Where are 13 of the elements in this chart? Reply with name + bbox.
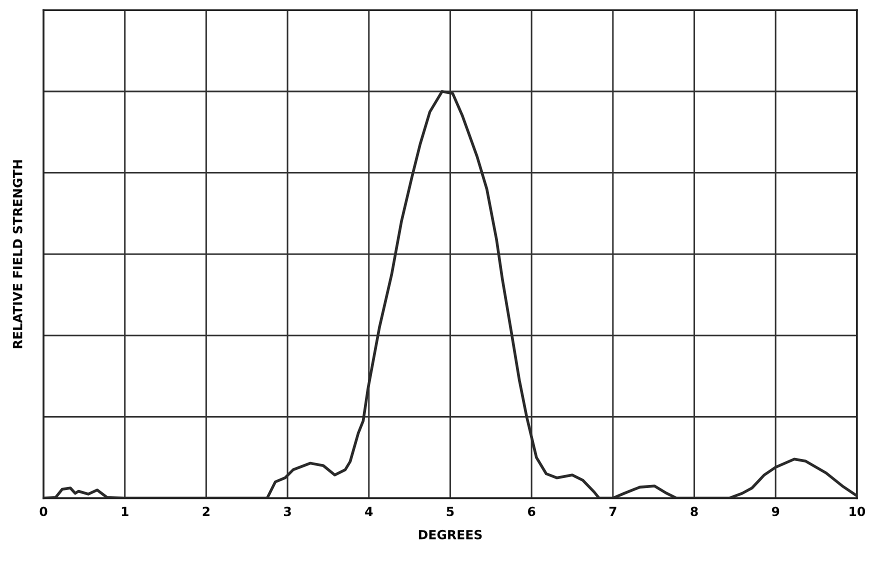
x-tick-label: 1 xyxy=(122,506,128,516)
x-tick-label: 5 xyxy=(446,506,454,516)
x-tick-label: 10 xyxy=(850,506,866,516)
x-tick-label: 2 xyxy=(202,506,210,516)
x-tick-label: 9 xyxy=(772,506,780,516)
x-tick-label: 3 xyxy=(284,506,291,516)
x-tick-label: 8 xyxy=(690,506,698,516)
y-axis-title: RELATIVE FIELD STRENGTH xyxy=(12,160,22,348)
x-tick-label: 4 xyxy=(365,506,373,516)
x-tick-label: 6 xyxy=(528,506,536,516)
x-tick-label: 0 xyxy=(40,506,48,516)
x-axis-title: DEGREES xyxy=(418,530,482,540)
x-tick-label: 7 xyxy=(609,506,616,516)
